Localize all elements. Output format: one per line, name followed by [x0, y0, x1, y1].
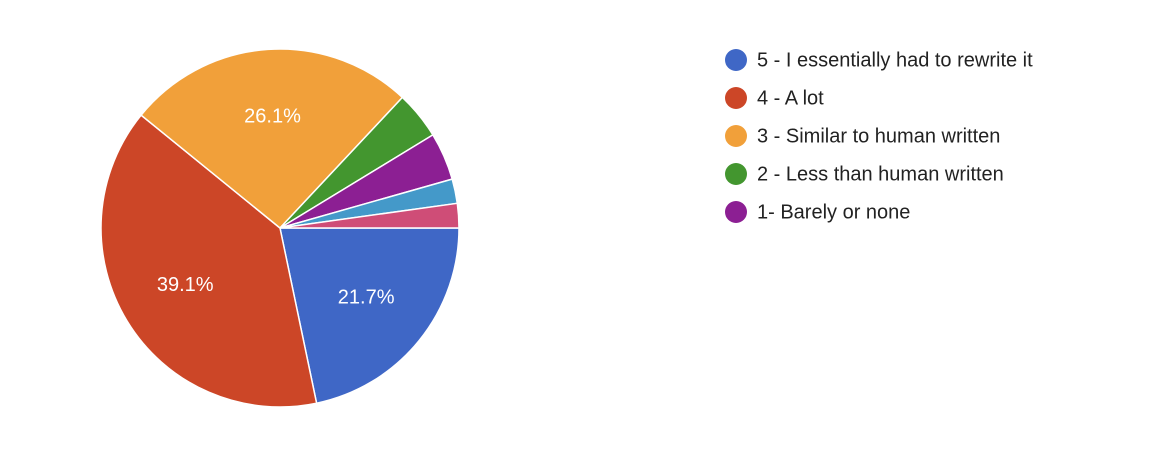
legend-label: 1- Barely or none [757, 201, 910, 223]
legend-marker [725, 201, 747, 223]
pie-slice [279, 202, 460, 229]
legend-marker [725, 49, 747, 71]
legend-label: 2 - Less than human written [757, 163, 1004, 185]
legend-label: 4 - A lot [757, 87, 824, 109]
legend-label: 3 - Similar to human written [757, 125, 1000, 147]
slice-label: 21.7% [338, 286, 395, 308]
legend-marker [725, 87, 747, 109]
legend-marker [725, 125, 747, 147]
slice-label: 26.1% [244, 106, 301, 128]
pie-slice [140, 48, 404, 230]
legend-label: 5 - I essentially had to rewrite it [757, 49, 1033, 71]
pie-slice [279, 227, 460, 405]
legend-marker [725, 163, 747, 185]
pie-slice [100, 114, 318, 408]
slice-label: 39.1% [157, 274, 214, 296]
